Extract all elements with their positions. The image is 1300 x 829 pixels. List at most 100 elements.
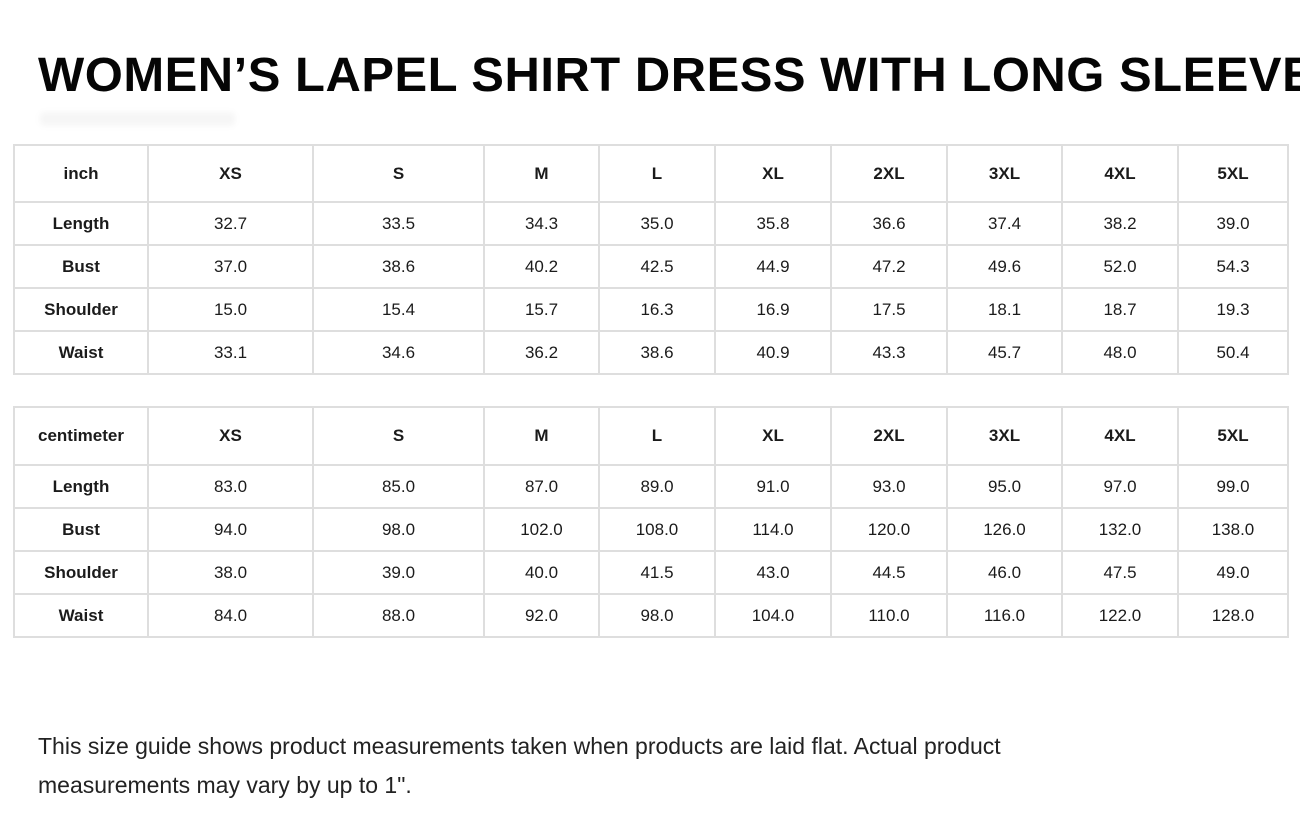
size-table-header-row: centimeter XS S M L XL 2XL 3XL 4XL 5XL	[13, 406, 1289, 466]
measurement-value-cell: 37.0	[147, 244, 314, 289]
measurement-row-label: Shoulder	[13, 550, 149, 595]
measurement-value-cell: 38.6	[598, 330, 716, 375]
measurement-value-cell: 38.6	[312, 244, 485, 289]
size-column-header: 4XL	[1061, 144, 1179, 203]
measurement-value-cell: 128.0	[1177, 593, 1289, 638]
measurement-row-label: Shoulder	[13, 287, 149, 332]
measurement-value-cell: 132.0	[1061, 507, 1179, 552]
size-column-header: 5XL	[1177, 144, 1289, 203]
measurement-value-cell: 16.9	[714, 287, 832, 332]
measurement-value-cell: 39.0	[1177, 201, 1289, 246]
measurement-value-cell: 110.0	[830, 593, 948, 638]
measurement-value-cell: 98.0	[598, 593, 716, 638]
measurement-value-cell: 35.0	[598, 201, 716, 246]
measurement-value-cell: 44.5	[830, 550, 948, 595]
measurement-value-cell: 50.4	[1177, 330, 1289, 375]
measurement-value-cell: 47.2	[830, 244, 948, 289]
size-column-header: L	[598, 406, 716, 466]
table-row: Bust 94.0 98.0 102.0 108.0 114.0 120.0 126.0 132…	[13, 507, 1289, 552]
measurement-value-cell: 120.0	[830, 507, 948, 552]
measurement-value-cell: 16.3	[598, 287, 716, 332]
measurement-value-cell: 116.0	[946, 593, 1063, 638]
measurement-value-cell: 41.5	[598, 550, 716, 595]
size-column-header: S	[312, 406, 485, 466]
measurement-value-cell: 40.2	[483, 244, 600, 289]
measurement-value-cell: 93.0	[830, 464, 948, 509]
measurement-row-label: Length	[13, 464, 149, 509]
measurement-value-cell: 17.5	[830, 287, 948, 332]
measurement-value-cell: 39.0	[312, 550, 485, 595]
measurement-value-cell: 43.3	[830, 330, 948, 375]
measurement-value-cell: 34.3	[483, 201, 600, 246]
measurement-value-cell: 45.7	[946, 330, 1063, 375]
table-row: Shoulder 38.0 39.0 40.0 41.5 43.0 44.5 46.0 47.5…	[13, 550, 1289, 595]
measurement-value-cell: 104.0	[714, 593, 832, 638]
measurement-value-cell: 92.0	[483, 593, 600, 638]
table-row: Length 83.0 85.0 87.0 89.0 91.0 93.0 95.0 97.0 99…	[13, 464, 1289, 509]
measurement-value-cell: 46.0	[946, 550, 1063, 595]
size-column-header: XS	[147, 144, 314, 203]
measurement-value-cell: 47.5	[1061, 550, 1179, 595]
size-column-header: M	[483, 144, 600, 203]
table-row: Length 32.7 33.5 34.3 35.0 35.8 36.6 37.4 38.2 39…	[13, 201, 1289, 246]
size-guide-footnote: This size guide shows product measuremen…	[38, 733, 1001, 798]
measurement-row-label: Length	[13, 201, 149, 246]
unit-label-cell: centimeter	[13, 406, 149, 466]
measurement-value-cell: 87.0	[483, 464, 600, 509]
measurement-value-cell: 18.1	[946, 287, 1063, 332]
measurement-value-cell: 34.6	[312, 330, 485, 375]
measurement-value-cell: 85.0	[312, 464, 485, 509]
measurement-value-cell: 52.0	[1061, 244, 1179, 289]
measurement-value-cell: 83.0	[147, 464, 314, 509]
unit-label-cell: inch	[13, 144, 149, 203]
measurement-value-cell: 95.0	[946, 464, 1063, 509]
measurement-value-cell: 48.0	[1061, 330, 1179, 375]
measurement-value-cell: 38.2	[1061, 201, 1179, 246]
size-column-header: XL	[714, 144, 832, 203]
measurement-value-cell: 32.7	[147, 201, 314, 246]
measurement-value-cell: 18.7	[1061, 287, 1179, 332]
size-table-inch: inch XS S M L XL 2XL 3XL 4XL 5XL Length 32.7 33.5 34.…	[13, 144, 1289, 375]
measurement-value-cell: 49.6	[946, 244, 1063, 289]
measurement-value-cell: 88.0	[312, 593, 485, 638]
measurement-value-cell: 49.0	[1177, 550, 1289, 595]
size-column-header: XS	[147, 406, 314, 466]
measurement-value-cell: 35.8	[714, 201, 832, 246]
size-column-header: XL	[714, 406, 832, 466]
size-table-header-row: inch XS S M L XL 2XL 3XL 4XL 5XL	[13, 144, 1289, 203]
measurement-value-cell: 37.4	[946, 201, 1063, 246]
measurement-value-cell: 102.0	[483, 507, 600, 552]
measurement-value-cell: 54.3	[1177, 244, 1289, 289]
size-table-centimeter: centimeter XS S M L XL 2XL 3XL 4XL 5XL Length 83.0 8…	[13, 406, 1289, 638]
size-column-header: 4XL	[1061, 406, 1179, 466]
measurement-value-cell: 138.0	[1177, 507, 1289, 552]
size-column-header: 2XL	[830, 406, 948, 466]
size-column-header: 3XL	[946, 144, 1063, 203]
measurement-value-cell: 33.5	[312, 201, 485, 246]
measurement-value-cell: 36.2	[483, 330, 600, 375]
measurement-value-cell: 38.0	[147, 550, 314, 595]
page-title: WOMEN’S LAPEL SHIRT DRESS WITH LONG SLEE…	[38, 49, 1300, 102]
measurement-value-cell: 43.0	[714, 550, 832, 595]
measurement-value-cell: 126.0	[946, 507, 1063, 552]
size-column-header: M	[483, 406, 600, 466]
measurement-value-cell: 94.0	[147, 507, 314, 552]
measurement-value-cell: 84.0	[147, 593, 314, 638]
measurement-value-cell: 44.9	[714, 244, 832, 289]
measurement-value-cell: 91.0	[714, 464, 832, 509]
measurement-value-cell: 40.9	[714, 330, 832, 375]
measurement-value-cell: 15.0	[147, 287, 314, 332]
measurement-value-cell: 114.0	[714, 507, 832, 552]
size-column-header: 2XL	[830, 144, 948, 203]
title-underline-smudge	[40, 112, 235, 126]
measurement-value-cell: 108.0	[598, 507, 716, 552]
measurement-row-label: Waist	[13, 330, 149, 375]
measurement-value-cell: 33.1	[147, 330, 314, 375]
measurement-value-cell: 122.0	[1061, 593, 1179, 638]
measurement-value-cell: 89.0	[598, 464, 716, 509]
measurement-value-cell: 36.6	[830, 201, 948, 246]
measurement-value-cell: 15.4	[312, 287, 485, 332]
table-row: Waist 84.0 88.0 92.0 98.0 104.0 110.0 116.0 122.…	[13, 593, 1289, 638]
size-column-header: 3XL	[946, 406, 1063, 466]
measurement-row-label: Waist	[13, 593, 149, 638]
